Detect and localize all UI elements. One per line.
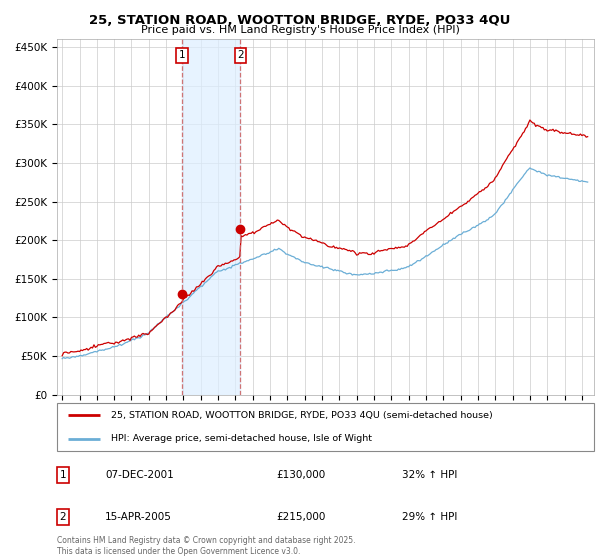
Text: 29% ↑ HPI: 29% ↑ HPI [402, 512, 457, 521]
Text: Price paid vs. HM Land Registry's House Price Index (HPI): Price paid vs. HM Land Registry's House … [140, 25, 460, 35]
Text: 1: 1 [59, 470, 67, 479]
Text: 07-DEC-2001: 07-DEC-2001 [105, 470, 174, 479]
Text: 2: 2 [237, 50, 244, 60]
Bar [182, 39, 241, 395]
FancyBboxPatch shape [57, 403, 594, 451]
Text: 25, STATION ROAD, WOOTTON BRIDGE, RYDE, PO33 4QU (semi-detached house): 25, STATION ROAD, WOOTTON BRIDGE, RYDE, … [111, 410, 493, 419]
Text: £130,000: £130,000 [276, 470, 325, 479]
Text: 32% ↑ HPI: 32% ↑ HPI [402, 470, 457, 479]
Text: HPI: Average price, semi-detached house, Isle of Wight: HPI: Average price, semi-detached house,… [111, 435, 372, 444]
Text: 25, STATION ROAD, WOOTTON BRIDGE, RYDE, PO33 4QU: 25, STATION ROAD, WOOTTON BRIDGE, RYDE, … [89, 14, 511, 27]
Text: 2: 2 [59, 512, 67, 521]
Text: 1: 1 [179, 50, 185, 60]
Text: Contains HM Land Registry data © Crown copyright and database right 2025.
This d: Contains HM Land Registry data © Crown c… [57, 536, 355, 556]
Text: 15-APR-2005: 15-APR-2005 [105, 512, 172, 521]
Text: £215,000: £215,000 [276, 512, 325, 521]
